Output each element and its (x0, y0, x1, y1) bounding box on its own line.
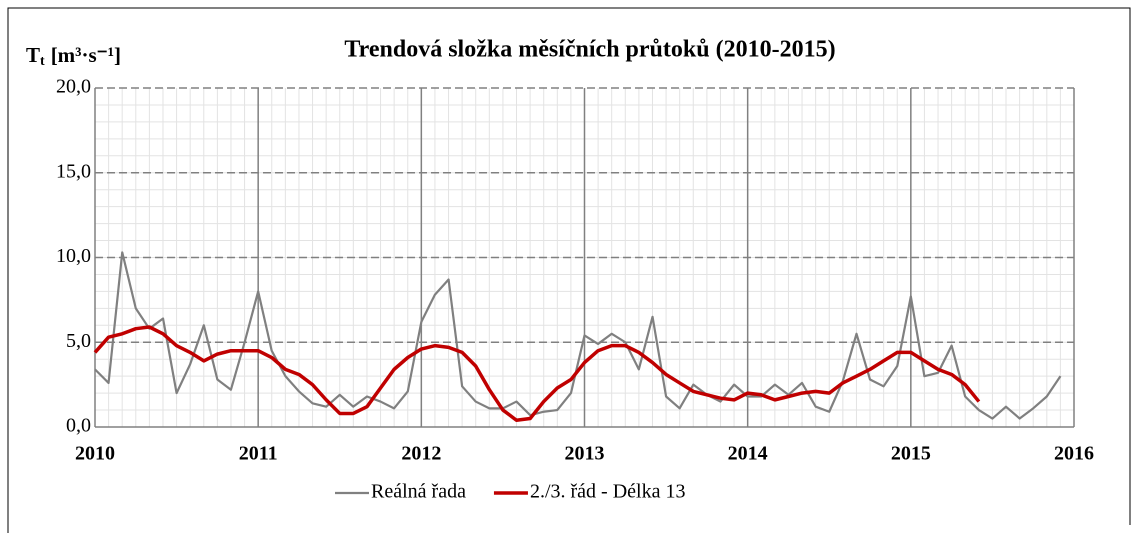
x-tick-label: 2012 (401, 443, 441, 465)
chart-border (7, 7, 1131, 533)
x-tick-label: 2015 (891, 443, 931, 465)
y-tick-label: 0,0 (66, 415, 91, 437)
x-tick-label: 2010 (75, 443, 115, 465)
series-line (94, 251, 1062, 420)
y-axis-label: Tt [m³·s⁻¹] (26, 43, 121, 69)
x-tick-label: 2013 (565, 443, 605, 465)
y-tick-label: 10,0 (56, 245, 91, 267)
y-tick-label: 15,0 (56, 160, 91, 182)
x-tick-label: 2016 (1054, 443, 1094, 465)
x-tick-label: 2011 (239, 443, 278, 465)
x-tick-label: 2014 (728, 443, 768, 465)
series-line (93, 325, 981, 422)
legend-label: 2./3. řád - Délka 13 (530, 481, 686, 503)
legend-label: Reálná řada (371, 481, 466, 503)
y-tick-label: 5,0 (66, 330, 91, 352)
chart-title: Trendová složka měsíčních průtoků (2010-… (344, 37, 835, 63)
plot (93, 251, 1062, 422)
y-tick-label: 20,0 (56, 76, 91, 98)
